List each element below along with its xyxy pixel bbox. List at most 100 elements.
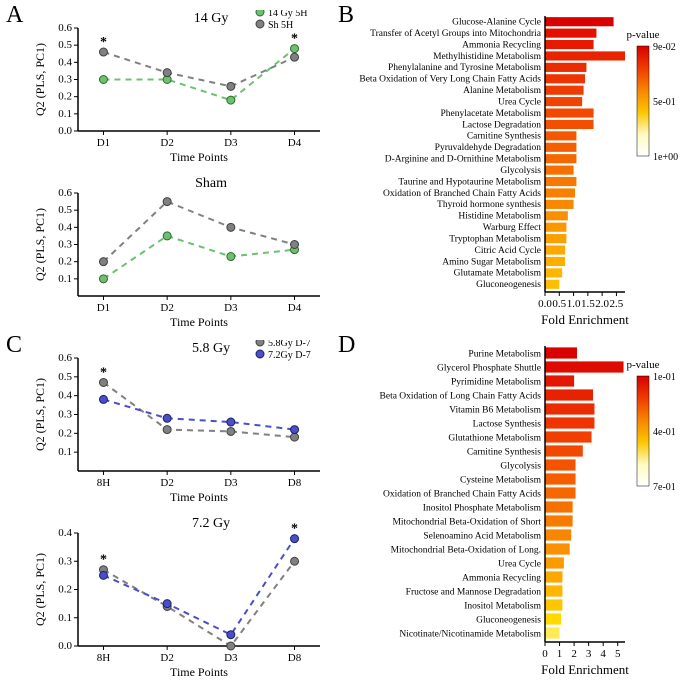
svg-text:5: 5 [615,648,621,660]
figure: A B C D 0.00.10.20.30.40.50.6D1D2D3D414 … [0,0,685,681]
svg-text:2.0: 2.0 [595,298,609,310]
svg-text:7e-01: 7e-01 [653,482,676,493]
svg-text:Carnitine Synthesis: Carnitine Synthesis [467,448,541,458]
svg-text:Time Points: Time Points [170,150,228,164]
svg-text:Purine Metabolism: Purine Metabolism [468,350,541,360]
svg-text:D4: D4 [288,302,302,314]
svg-text:D3: D3 [224,477,238,489]
svg-text:Gluconeogenesis: Gluconeogenesis [476,280,541,290]
svg-text:2: 2 [571,648,577,660]
svg-text:4: 4 [600,648,606,660]
svg-text:8H: 8H [97,652,111,664]
svg-text:Amino Sugar Metabolism: Amino Sugar Metabolism [442,257,541,267]
svg-text:D8: D8 [288,477,302,489]
svg-text:Fructose and Mannose Degradati: Fructose and Mannose Degradation [406,588,542,598]
svg-text:1.5: 1.5 [581,298,595,310]
svg-text:0.1: 0.1 [58,108,72,120]
svg-text:0.5: 0.5 [58,371,72,383]
svg-text:p-value: p-value [627,359,660,371]
svg-text:Thyroid hormone synthesis: Thyroid hormone synthesis [437,200,541,210]
svg-text:0: 0 [542,648,548,660]
svg-text:0.3: 0.3 [58,239,72,251]
svg-text:Q2 (PLS, PC1): Q2 (PLS, PC1) [33,208,47,281]
svg-text:Ammonia Recycling: Ammonia Recycling [462,40,541,50]
svg-text:0.5: 0.5 [58,204,72,216]
svg-text:*: * [291,32,298,47]
svg-text:Glycolysis: Glycolysis [500,462,541,472]
svg-text:Histidine Metabolism: Histidine Metabolism [458,212,541,222]
svg-text:Q2 (PLS, PC1): Q2 (PLS, PC1) [33,553,47,626]
svg-text:Time Points: Time Points [170,665,228,679]
svg-text:0.6: 0.6 [58,187,72,199]
svg-text:Phenylalanine and Tyrosine Met: Phenylalanine and Tyrosine Metabolism [388,63,542,73]
svg-text:D1: D1 [97,302,110,314]
svg-text:1e-01: 1e-01 [653,372,676,383]
svg-text:D2: D2 [160,652,173,664]
svg-text:0.3: 0.3 [58,555,72,567]
svg-text:*: * [291,522,298,537]
svg-text:*: * [100,35,107,50]
svg-text:Glycolysis: Glycolysis [500,166,541,176]
svg-text:5.8Gy D-7: 5.8Gy D-7 [268,340,311,349]
svg-text:D-Arginine and D-Ornithine Met: D-Arginine and D-Ornithine Metabolism [385,155,542,165]
svg-text:Urea Cycle: Urea Cycle [498,560,541,570]
svg-text:Tryptophan Metabolism: Tryptophan Metabolism [449,234,541,244]
svg-text:Oxidation of Branched Chain Fa: Oxidation of Branched Chain Fatty Acids [383,489,541,500]
svg-text:Nicotinate/Nicotinamide Metabo: Nicotinate/Nicotinamide Metabolism [399,630,541,640]
svg-text:Inositol Phosphate Metabolism: Inositol Phosphate Metabolism [423,504,542,514]
svg-text:1.0: 1.0 [567,298,581,310]
svg-text:p-value: p-value [627,29,660,41]
svg-text:Sh 5H: Sh 5H [268,20,293,31]
svg-text:7.2Gy D-7: 7.2Gy D-7 [268,350,311,361]
panel-C: 0.10.20.30.40.50.68HD2D3D85.8 GyTime Poi… [30,340,330,680]
svg-text:Carnitine Synthesis: Carnitine Synthesis [467,132,541,142]
svg-text:D1: D1 [97,137,110,149]
svg-text:Vitamin B6 Metabolism: Vitamin B6 Metabolism [449,406,541,416]
svg-text:Q2 (PLS, PC1): Q2 (PLS, PC1) [33,378,47,451]
svg-text:0.5: 0.5 [552,298,566,310]
svg-text:0.1: 0.1 [58,612,72,624]
svg-text:Beta Oxidation of Long Chain F: Beta Oxidation of Long Chain Fatty Acids [380,391,542,402]
svg-text:Gluconeogenesis: Gluconeogenesis [476,616,541,626]
svg-text:Warburg Effect: Warburg Effect [483,222,542,233]
panel-B: Glucose-Alanine CycleTransfer of Acetyl … [340,10,685,330]
svg-text:Cysteine Metabolism: Cysteine Metabolism [460,476,542,486]
svg-text:Inositol Metabolism: Inositol Metabolism [464,602,541,612]
svg-text:D2: D2 [160,302,173,314]
svg-text:*: * [100,365,107,380]
svg-text:0.1: 0.1 [58,273,72,285]
svg-text:4e-01: 4e-01 [653,427,676,438]
svg-text:Lactose Degradation: Lactose Degradation [462,120,541,130]
panel-label-A: A [6,2,23,29]
svg-text:Citric Acid Cycle: Citric Acid Cycle [475,246,542,256]
svg-text:0.5: 0.5 [58,39,72,51]
svg-text:0.4: 0.4 [58,221,72,233]
svg-text:0.6: 0.6 [58,22,72,34]
svg-text:D2: D2 [160,477,173,489]
svg-text:0.4: 0.4 [58,56,72,68]
svg-text:D2: D2 [160,137,173,149]
svg-text:Q2 (PLS, PC1): Q2 (PLS, PC1) [33,43,47,116]
svg-text:0.2: 0.2 [58,256,72,268]
svg-text:D3: D3 [224,652,238,664]
svg-text:Pyruvaldehyde Degradation: Pyruvaldehyde Degradation [435,143,542,153]
svg-text:Pyrimidine Metabolism: Pyrimidine Metabolism [451,378,542,388]
svg-text:Glycerol Phosphate Shuttle: Glycerol Phosphate Shuttle [437,364,541,374]
svg-text:0.3: 0.3 [58,409,72,421]
svg-text:Oxidation of Branched Chain Fa: Oxidation of Branched Chain Fatty Acids [383,188,541,199]
svg-text:3: 3 [586,648,592,660]
svg-text:D8: D8 [288,652,302,664]
svg-text:Selenoamino Acid Metabolism: Selenoamino Acid Metabolism [423,532,541,542]
svg-text:Fold Enrichment: Fold Enrichment [541,662,629,677]
svg-text:Mitochondrial Beta-Oxidation o: Mitochondrial Beta-Oxidation of Short [392,517,541,528]
svg-text:0.6: 0.6 [58,352,72,364]
svg-text:Glucose-Alanine Cycle: Glucose-Alanine Cycle [452,18,541,28]
svg-text:5e-01: 5e-01 [653,97,676,108]
svg-text:8H: 8H [97,477,111,489]
svg-text:Lactose Synthesis: Lactose Synthesis [473,420,542,430]
svg-text:14 Gy: 14 Gy [194,11,229,26]
svg-text:Alanine Metabolism: Alanine Metabolism [463,86,541,96]
svg-text:Glutamate Metabolism: Glutamate Metabolism [454,269,542,279]
svg-text:2.5: 2.5 [610,298,624,310]
svg-text:7.2 Gy: 7.2 Gy [192,516,230,531]
